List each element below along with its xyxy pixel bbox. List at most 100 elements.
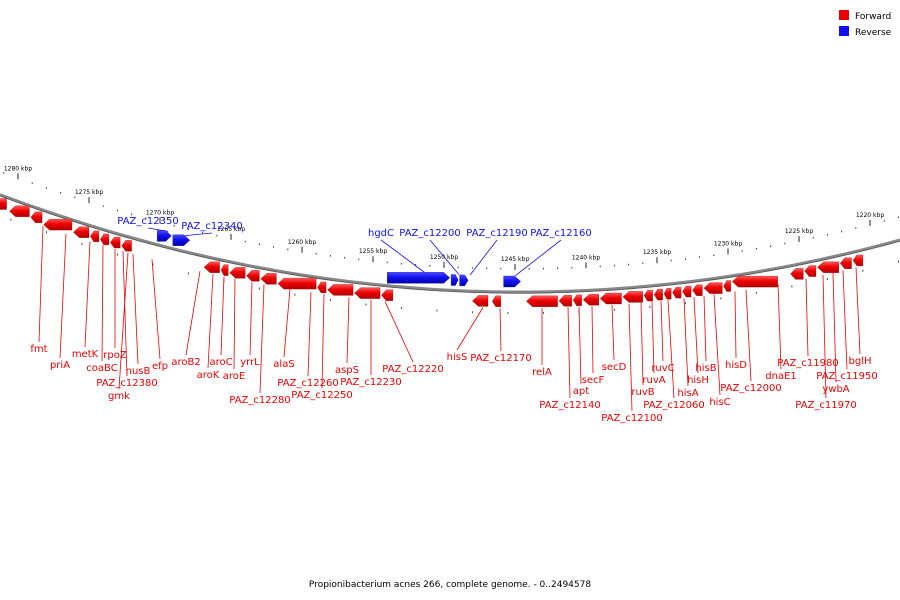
forward-gene-arrow[interactable]	[804, 265, 817, 277]
forward-gene-arrow[interactable]	[526, 295, 558, 307]
reverse-gene-arrow[interactable]	[172, 234, 191, 246]
forward-gene-arrow[interactable]	[472, 295, 489, 307]
forward-gene-label[interactable]: rpoZ	[103, 350, 127, 361]
forward-gene-arrow[interactable]	[100, 233, 110, 246]
forward-gene-label[interactable]: PAZ_c12380	[96, 378, 157, 389]
forward-gene-arrow[interactable]	[73, 226, 90, 238]
forward-gene-arrow[interactable]	[663, 288, 672, 300]
forward-gene-label[interactable]: bglH	[849, 356, 872, 367]
forward-gene-label[interactable]: PAZ_c11970	[795, 400, 856, 411]
forward-gene-label[interactable]: PAZ_c12170	[470, 353, 531, 364]
forward-gene-label[interactable]: coaBC	[86, 363, 117, 374]
forward-gene-arrow[interactable]	[582, 294, 599, 306]
forward-gene-arrow[interactable]	[573, 294, 582, 306]
forward-gene-label[interactable]: apt	[573, 386, 589, 397]
reverse-gene-label[interactable]: PAZ_c12190	[466, 228, 527, 239]
forward-gene-arrow[interactable]	[121, 240, 132, 252]
forward-gene-arrow[interactable]	[840, 257, 852, 269]
forward-gene-label[interactable]: aroE	[223, 371, 245, 382]
forward-gene-label[interactable]: ywbA	[822, 384, 849, 395]
reverse-gene-arrow[interactable]	[387, 272, 450, 284]
forward-gene-arrow[interactable]	[672, 286, 682, 299]
forward-gene-label[interactable]: PAZ_c11980	[777, 358, 838, 369]
forward-gene-label[interactable]: PAZ_c12060	[643, 400, 704, 411]
forward-gene-label[interactable]: gmk	[108, 391, 130, 402]
legend-item-forward[interactable]: Forward	[839, 10, 891, 22]
forward-gene-arrow[interactable]	[9, 205, 30, 217]
forward-gene-label[interactable]: nusB	[126, 366, 151, 377]
forward-gene-arrow[interactable]	[558, 295, 572, 307]
reverse-gene-label[interactable]: hgdC	[368, 228, 394, 239]
forward-gene-label[interactable]: PAZ_c12280	[229, 395, 290, 406]
forward-gene-arrow[interactable]	[277, 277, 317, 290]
reverse-gene-label[interactable]: PAZ_c12340	[181, 221, 242, 232]
forward-gene-label[interactable]: hisD	[725, 360, 747, 371]
forward-gene-label[interactable]: ruvC	[651, 363, 674, 374]
legend-item-reverse[interactable]: Reverse	[839, 26, 892, 38]
forward-gene-arrow[interactable]	[599, 292, 622, 305]
forward-gene-arrow[interactable]	[354, 287, 381, 299]
reverse-gene-label[interactable]: PAZ_c12200	[399, 228, 460, 239]
forward-gene-arrow[interactable]	[381, 289, 394, 301]
forward-gene-label[interactable]: hisS	[447, 352, 468, 363]
reverse-gene-arrow[interactable]	[459, 274, 469, 287]
forward-gene-label[interactable]: aspS	[335, 365, 359, 376]
forward-gene-label[interactable]: dnaE1	[765, 371, 797, 382]
forward-gene-label[interactable]: aroB2	[171, 357, 200, 368]
forward-gene-label[interactable]: fmt	[30, 344, 47, 355]
forward-gene-label[interactable]: hisC	[709, 397, 730, 408]
forward-gene-label[interactable]: ruvB	[631, 387, 654, 398]
forward-gene-arrow[interactable]	[817, 261, 839, 273]
reverse-gene-arrow[interactable]	[157, 230, 172, 242]
forward-gene-label[interactable]: hisB	[695, 363, 716, 374]
forward-gene-label[interactable]: priA	[50, 360, 70, 371]
reverse-gene-label[interactable]: PAZ_c12350	[117, 216, 178, 227]
forward-gene-label[interactable]: yrrL	[240, 357, 260, 368]
forward-gene-label[interactable]: secF	[582, 375, 605, 386]
forward-gene-label[interactable]: PAZ_c12100	[601, 413, 662, 424]
forward-gene-label[interactable]: hisA	[677, 388, 698, 399]
forward-gene-arrow[interactable]	[110, 236, 121, 249]
forward-gene-arrow[interactable]	[203, 261, 220, 273]
forward-gene-arrow[interactable]	[260, 273, 277, 285]
forward-gene-arrow[interactable]	[682, 285, 692, 298]
forward-gene-label[interactable]: PAZ_c12250	[291, 390, 352, 401]
forward-gene-label[interactable]: PAZ_c12260	[277, 378, 338, 389]
forward-gene-label[interactable]: relA	[532, 367, 552, 378]
forward-gene-arrow[interactable]	[790, 268, 804, 280]
forward-gene-arrow[interactable]	[30, 211, 43, 223]
forward-gene-arrow[interactable]	[317, 281, 327, 294]
forward-gene-arrow[interactable]	[723, 280, 731, 292]
forward-gene-arrow[interactable]	[220, 264, 229, 276]
forward-gene-label[interactable]: PAZ_c12220	[382, 364, 443, 375]
forward-gene-label[interactable]: PAZ_c12000	[720, 383, 781, 394]
forward-gene-arrow[interactable]	[43, 218, 73, 231]
forward-gene-label[interactable]: alaS	[273, 359, 294, 370]
forward-gene-label[interactable]: efp	[152, 361, 168, 372]
forward-gene-label[interactable]: PAZ_c11950	[816, 371, 877, 382]
forward-gene-arrow[interactable]	[90, 230, 100, 243]
forward-gene-arrow[interactable]	[852, 254, 864, 267]
forward-gene-arrow[interactable]	[703, 282, 723, 294]
forward-gene-arrow[interactable]	[732, 275, 778, 288]
forward-gene-label[interactable]: hisH	[687, 375, 709, 386]
reverse-gene-arrow[interactable]	[503, 275, 521, 288]
reverse-gene-label[interactable]: PAZ_c12160	[530, 228, 591, 239]
forward-gene-arrow[interactable]	[0, 198, 7, 210]
forward-gene-label[interactable]: ruvA	[642, 375, 665, 386]
forward-gene-arrow[interactable]	[327, 284, 354, 296]
forward-gene-arrow[interactable]	[692, 284, 703, 296]
forward-gene-label[interactable]: PAZ_c12230	[340, 377, 401, 388]
forward-gene-label[interactable]: PAZ_c12140	[539, 400, 600, 411]
forward-gene-arrow[interactable]	[622, 291, 643, 303]
forward-gene-label[interactable]: aroC	[209, 357, 232, 368]
forward-gene-label[interactable]: metK	[72, 349, 99, 360]
forward-gene-arrow[interactable]	[246, 270, 260, 282]
forward-gene-arrow[interactable]	[654, 288, 663, 301]
forward-gene-arrow[interactable]	[229, 267, 246, 279]
forward-gene-arrow[interactable]	[644, 289, 653, 302]
forward-gene-arrow[interactable]	[492, 295, 501, 307]
forward-gene-label[interactable]: secD	[602, 362, 627, 373]
forward-gene-label[interactable]: aroK	[197, 370, 220, 381]
reverse-gene-arrow[interactable]	[450, 274, 459, 286]
